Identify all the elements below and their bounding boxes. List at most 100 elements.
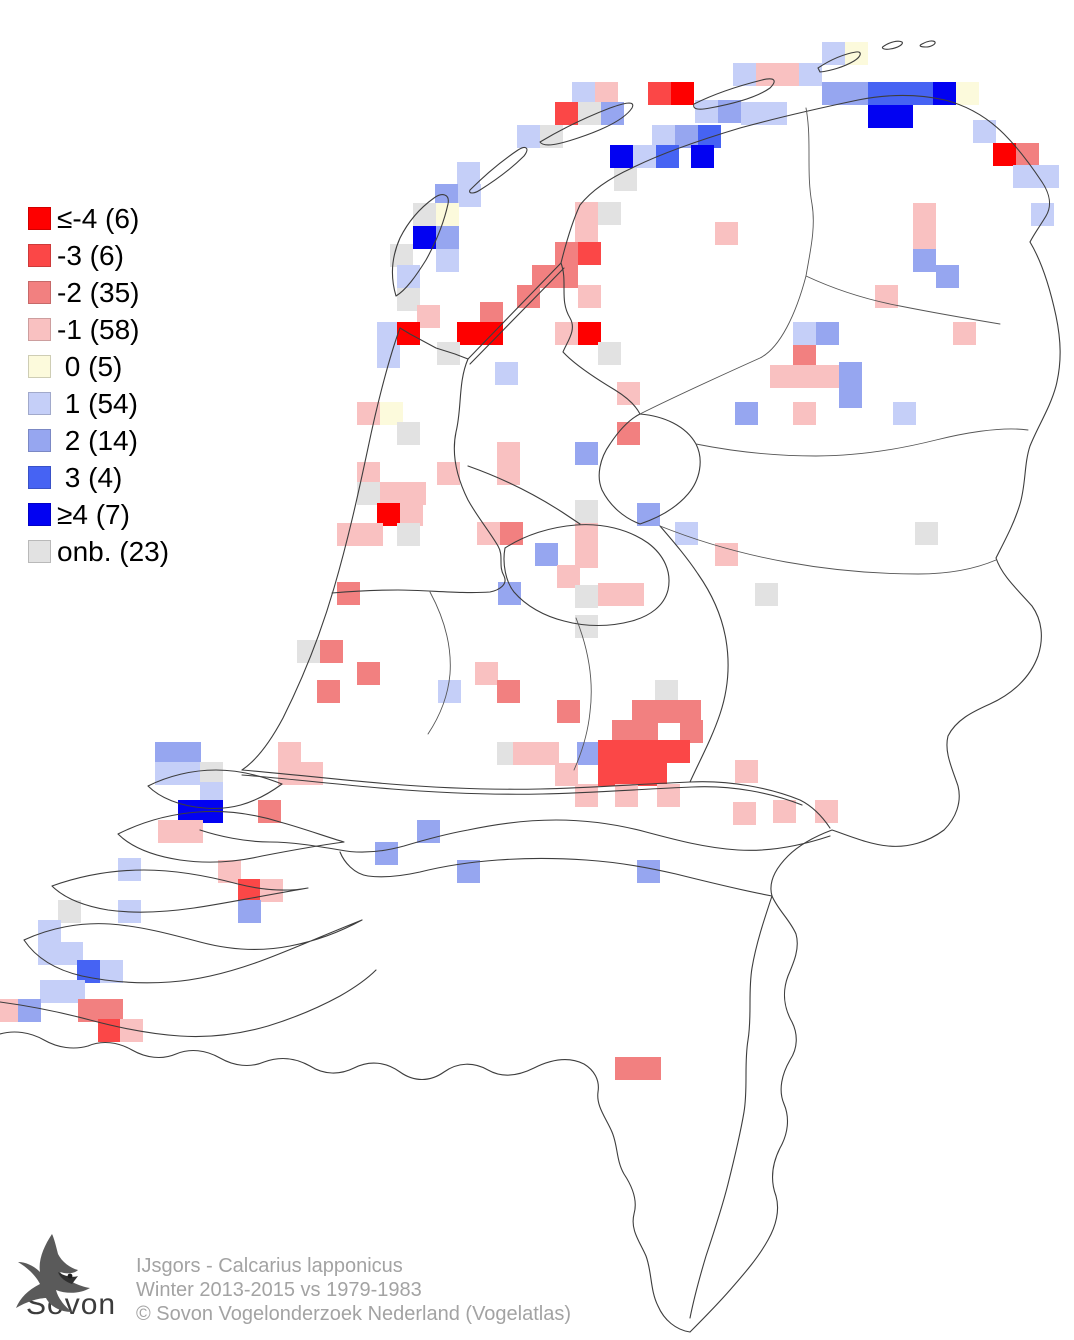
atlas-square-m1 bbox=[815, 800, 838, 823]
atlas-square-m1 bbox=[575, 202, 598, 225]
atlas-square-m1 bbox=[953, 322, 976, 345]
atlas-square-z0 bbox=[436, 203, 459, 226]
atlas-square-p1 bbox=[741, 102, 764, 125]
atlas-square-m1 bbox=[403, 482, 426, 505]
legend-label-m2: -2 (35) bbox=[57, 276, 140, 308]
atlas-square-p2 bbox=[417, 820, 440, 843]
atlas-square-m1 bbox=[598, 583, 621, 606]
legend-label-p4: ≥4 (7) bbox=[57, 498, 130, 530]
atlas-square-p1 bbox=[695, 100, 718, 123]
footer-caption: IJsgors - Calcarius lapponicus Winter 20… bbox=[136, 1254, 571, 1326]
atlas-square-p1 bbox=[1031, 203, 1054, 226]
atlas-square-m1 bbox=[575, 523, 598, 546]
atlas-square-m1 bbox=[913, 203, 936, 226]
legend-row-m4: ≤-4 (6) bbox=[28, 200, 169, 237]
legend-label-onb: onb. (23) bbox=[57, 535, 170, 567]
atlas-square-p1 bbox=[1036, 165, 1059, 188]
atlas-square-onb bbox=[915, 522, 938, 545]
atlas-square-p2 bbox=[936, 265, 959, 288]
atlas-square-m1 bbox=[875, 285, 898, 308]
legend-swatch-m4 bbox=[28, 207, 51, 230]
atlas-square-m2 bbox=[615, 1057, 638, 1080]
atlas-square-m2 bbox=[497, 680, 520, 703]
atlas-square-m1 bbox=[555, 322, 578, 345]
atlas-square-m1 bbox=[733, 802, 756, 825]
atlas-square-m1 bbox=[357, 402, 380, 425]
atlas-square-m3 bbox=[555, 102, 578, 125]
atlas-square-p2 bbox=[637, 503, 660, 526]
atlas-square-p4 bbox=[610, 145, 633, 168]
atlas-square-onb bbox=[540, 125, 563, 148]
atlas-square-onb bbox=[598, 342, 621, 365]
atlas-square-m3 bbox=[578, 242, 601, 265]
atlas-square-m2 bbox=[632, 700, 655, 723]
atlas-square-p1 bbox=[38, 920, 61, 943]
atlas-square-p1 bbox=[733, 63, 756, 86]
atlas-square-p4 bbox=[868, 105, 891, 128]
atlas-square-p2 bbox=[839, 385, 862, 408]
atlas-square-p2 bbox=[436, 226, 459, 249]
legend-label-m1: -1 (58) bbox=[57, 313, 140, 345]
atlas-square-p1 bbox=[458, 184, 481, 207]
atlas-square-p1 bbox=[764, 102, 787, 125]
atlas-square-m2 bbox=[557, 700, 580, 723]
atlas-square-p1 bbox=[438, 680, 461, 703]
atlas-square-m1 bbox=[816, 365, 839, 388]
atlas-square-onb bbox=[575, 615, 598, 638]
legend-label-p1: 1 (54) bbox=[57, 387, 138, 419]
atlas-square-p1 bbox=[377, 345, 400, 368]
atlas-square-m3 bbox=[667, 740, 690, 763]
atlas-square-p1 bbox=[793, 322, 816, 345]
legend-label-p3: 3 (4) bbox=[57, 461, 123, 493]
atlas-square-m1 bbox=[300, 762, 323, 785]
atlas-square-m1 bbox=[360, 523, 383, 546]
legend-row-onb: onb. (23) bbox=[28, 533, 169, 570]
atlas-square-m1 bbox=[735, 760, 758, 783]
atlas-square-m3 bbox=[644, 740, 667, 763]
atlas-square-m1 bbox=[475, 662, 498, 685]
atlas-square-m1 bbox=[913, 226, 936, 249]
atlas-square-z0 bbox=[956, 82, 979, 105]
atlas-square-m1 bbox=[477, 522, 500, 545]
atlas-square-p1 bbox=[397, 265, 420, 288]
atlas-square-m4 bbox=[671, 82, 694, 105]
atlas-square-m1 bbox=[715, 543, 738, 566]
atlas-square-m1 bbox=[120, 1019, 143, 1042]
atlas-square-onb bbox=[413, 203, 436, 226]
atlas-square-m2 bbox=[638, 1057, 661, 1080]
atlas-square-p4 bbox=[413, 226, 436, 249]
atlas-square-p1 bbox=[495, 362, 518, 385]
atlas-square-m4 bbox=[480, 322, 503, 345]
species-name: IJsgors - Calcarius lapponicus bbox=[136, 1255, 403, 1277]
atlas-square-p2 bbox=[457, 860, 480, 883]
legend-row-m1: -1 (58) bbox=[28, 311, 169, 348]
atlas-square-m2 bbox=[612, 720, 635, 743]
atlas-square-m1 bbox=[773, 800, 796, 823]
atlas-square-p3 bbox=[868, 82, 891, 105]
atlas-square-m1 bbox=[617, 382, 640, 405]
atlas-square-m3 bbox=[644, 763, 667, 786]
atlas-square-onb bbox=[598, 202, 621, 225]
atlas-square-m1 bbox=[770, 365, 793, 388]
legend-swatch-z0 bbox=[28, 355, 51, 378]
atlas-square-p1 bbox=[40, 980, 63, 1003]
atlas-square-m2 bbox=[555, 242, 578, 265]
legend-label-m3: -3 (6) bbox=[57, 239, 124, 271]
atlas-square-onb bbox=[58, 900, 81, 923]
atlas-square-m1 bbox=[555, 763, 578, 786]
legend-row-p3: 3 (4) bbox=[28, 459, 169, 496]
atlas-square-p2 bbox=[718, 100, 741, 123]
comparison-period: Winter 2013-2015 vs 1979-1983 bbox=[136, 1279, 422, 1301]
atlas-square-m1 bbox=[536, 742, 559, 765]
atlas-square-m2 bbox=[320, 640, 343, 663]
atlas-square-p1 bbox=[100, 960, 123, 983]
atlas-square-p2 bbox=[535, 543, 558, 566]
atlas-square-p4 bbox=[200, 800, 223, 823]
atlas-square-p2 bbox=[178, 742, 201, 765]
atlas-square-z0 bbox=[845, 42, 868, 65]
atlas-square-p2 bbox=[575, 442, 598, 465]
atlas-square-p4 bbox=[691, 145, 714, 168]
atlas-square-onb bbox=[357, 482, 380, 505]
legend-row-m2: -2 (35) bbox=[28, 274, 169, 311]
